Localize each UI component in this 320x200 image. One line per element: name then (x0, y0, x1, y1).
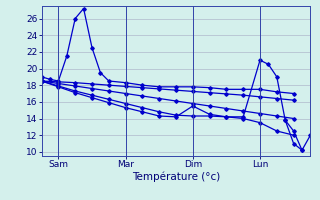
X-axis label: Température (°c): Température (°c) (132, 172, 220, 182)
